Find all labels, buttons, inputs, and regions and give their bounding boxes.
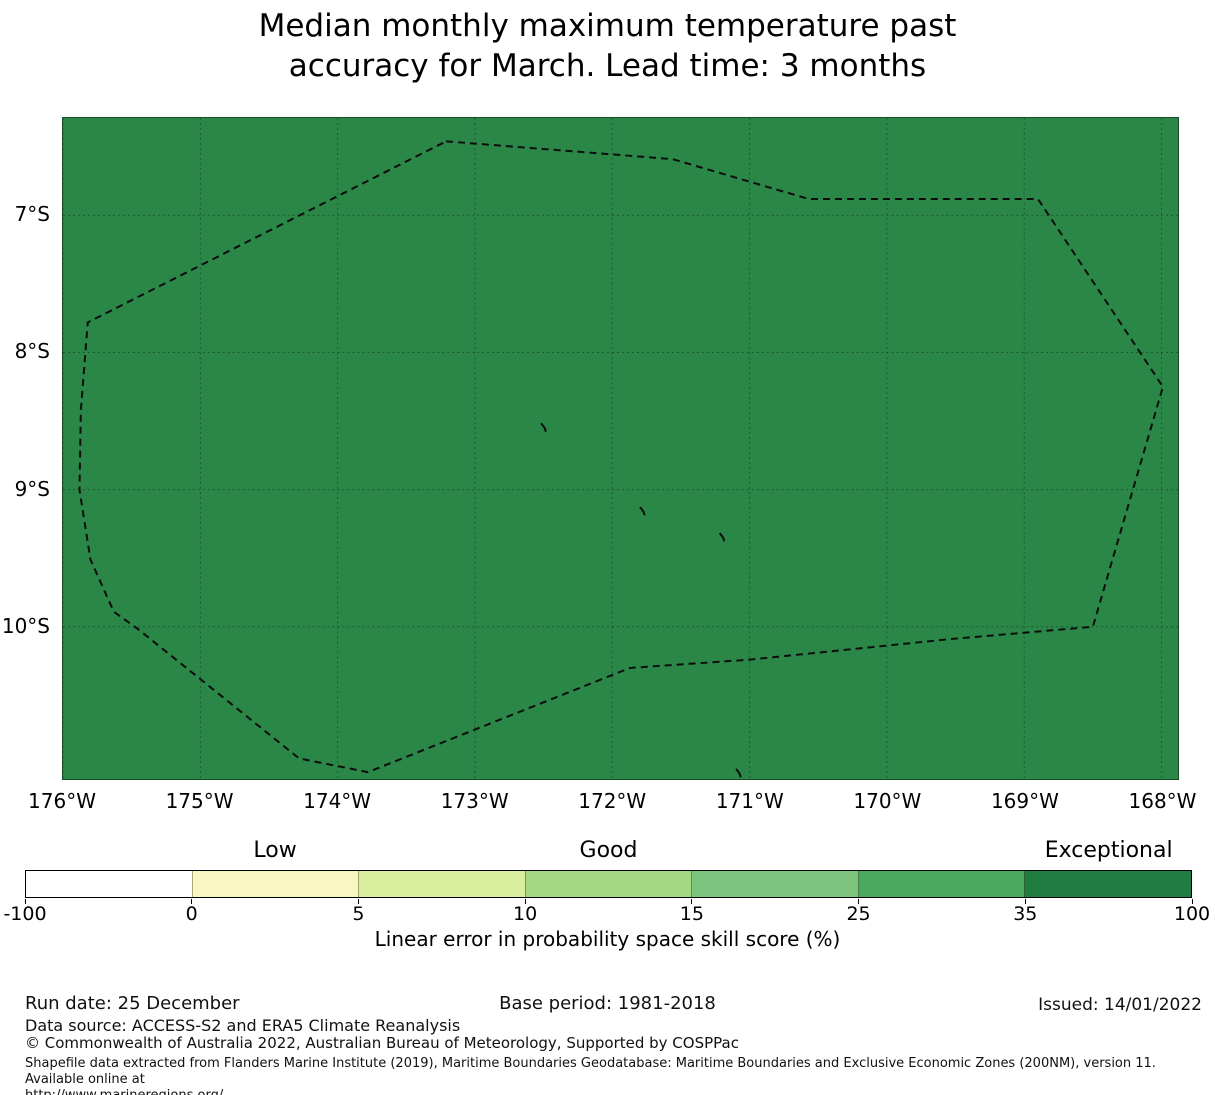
x-tick-label: 168°W <box>1128 789 1197 813</box>
colorbar-segment <box>691 871 858 897</box>
map-canvas <box>62 117 1179 780</box>
issued-date-text: Issued: 14/01/2022 <box>1038 995 1202 1015</box>
chart-title: Median monthly maximum temperature past … <box>0 6 1215 86</box>
colorbar-segment <box>26 871 192 897</box>
island-mark <box>719 532 726 542</box>
shapefile-attribution-line1: Shapefile data extracted from Flanders M… <box>25 1056 1156 1087</box>
colorbar-tick <box>24 899 26 904</box>
chart-title-line2: accuracy for March. Lead time: 3 months <box>288 48 927 84</box>
colorbar-tick-label: 25 <box>846 903 871 925</box>
colorbar-tick-label: 0 <box>185 903 198 925</box>
colorbar-tick-label: 100 <box>1173 903 1211 925</box>
x-tick-label: 173°W <box>440 789 509 813</box>
colorbar-tick <box>691 899 693 904</box>
colorbar-segment <box>857 871 1025 897</box>
colorbar-tick-label: 5 <box>352 903 365 925</box>
colorbar-segment <box>358 871 525 897</box>
y-tick-label: 10°S <box>1 614 50 639</box>
y-tick-label: 9°S <box>14 476 50 501</box>
colorbar-tick-label: 10 <box>513 903 538 925</box>
colorbar-tick-label: -100 <box>3 903 47 925</box>
chart-title-line1: Median monthly maximum temperature past <box>258 8 957 44</box>
colorbar-category-label: Good <box>579 838 638 863</box>
x-tick-label: 170°W <box>853 789 922 813</box>
shapefile-attribution-line2: http://www.marineregions.org/. <box>25 1088 1203 1095</box>
colorbar-tick <box>524 899 526 904</box>
y-tick-label: 8°S <box>14 339 50 364</box>
colorbar-tick-label: 15 <box>679 903 704 925</box>
data-source-text: Data source: ACCESS-S2 and ERA5 Climate … <box>25 1016 461 1035</box>
map-svg <box>63 118 1178 779</box>
colorbar-tick-label: 35 <box>1013 903 1038 925</box>
x-tick-label: 174°W <box>303 789 372 813</box>
colorbar-category-label: Exceptional <box>1044 838 1173 863</box>
colorbar-tick <box>858 899 860 904</box>
colorbar <box>25 870 1192 898</box>
eez-boundary <box>78 140 1164 774</box>
island-mark <box>540 422 547 432</box>
x-tick-label: 176°W <box>28 789 96 813</box>
colorbar-category-label: Low <box>253 838 297 863</box>
island-mark <box>639 506 646 516</box>
colorbar-tick <box>357 899 359 904</box>
run-date-text: Run date: 25 December <box>25 993 240 1014</box>
colorbar-segment <box>191 871 359 897</box>
copyright-text: © Commonwealth of Australia 2022, Austra… <box>25 1034 739 1052</box>
colorbar-segment <box>524 871 692 897</box>
y-tick-label: 7°S <box>14 201 50 226</box>
colorbar-tick <box>1191 899 1193 904</box>
shapefile-attribution: Shapefile data extracted from Flanders M… <box>25 1056 1203 1095</box>
colorbar-segment <box>1024 871 1192 897</box>
colorbar-axis-label: Linear error in probability space skill … <box>374 927 841 951</box>
colorbar-tick <box>1024 899 1026 904</box>
x-tick-label: 172°W <box>578 789 647 813</box>
x-tick-label: 171°W <box>715 789 784 813</box>
island-mark <box>735 768 742 778</box>
colorbar-tick <box>191 899 193 904</box>
x-tick-label: 169°W <box>990 789 1059 813</box>
x-tick-label: 175°W <box>165 789 234 813</box>
base-period-text: Base period: 1981-2018 <box>499 993 716 1014</box>
